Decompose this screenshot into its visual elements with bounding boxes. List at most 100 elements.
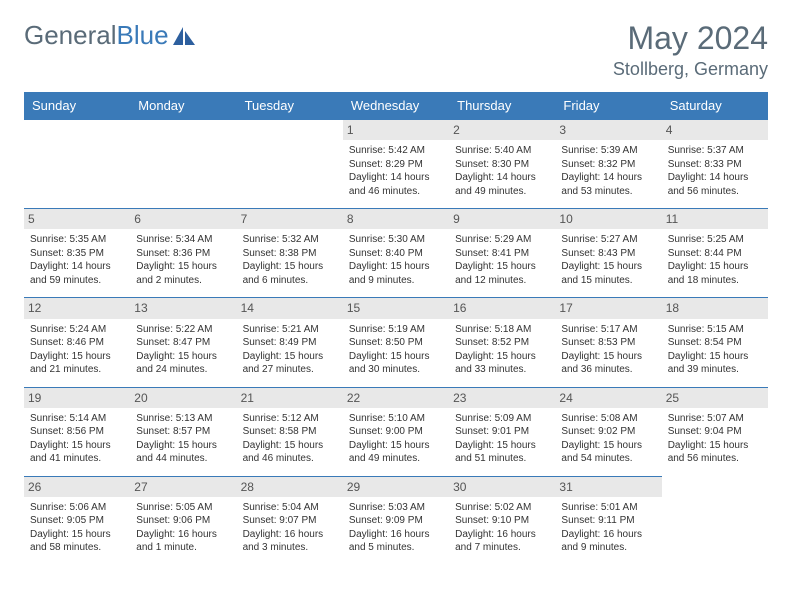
sunrise-text: Sunrise: 5:10 AM — [349, 412, 443, 426]
sunset-text: Sunset: 9:00 PM — [349, 425, 443, 439]
day-number: 24 — [555, 388, 661, 408]
sunrise-text: Sunrise: 5:13 AM — [136, 412, 230, 426]
day-number: 11 — [662, 209, 768, 229]
day-cell: 11 Sunrise: 5:25 AMSunset: 8:44 PMDayligh… — [662, 209, 768, 298]
sunset-text: Sunset: 8:30 PM — [455, 158, 549, 172]
day-number: 12 — [24, 298, 130, 318]
day-number: 8 — [343, 209, 449, 229]
sunrise-text: Sunrise: 5:30 AM — [349, 233, 443, 247]
logo: GeneralBlue — [24, 20, 195, 51]
day-cell: 24Sunrise: 5:08 AMSunset: 9:02 PMDayligh… — [555, 387, 661, 476]
sunrise-text: Sunrise: 5:25 AM — [668, 233, 762, 247]
day-cell: 9Sunrise: 5:29 AMSunset: 8:41 PMDaylight… — [449, 209, 555, 298]
day-cell: 23Sunrise: 5:09 AMSunset: 9:01 PMDayligh… — [449, 387, 555, 476]
day-number: 30 — [449, 477, 555, 497]
week-row: 1Sunrise: 5:42 AMSunset: 8:29 PMDaylight… — [24, 120, 768, 209]
day-number: 9 — [449, 209, 555, 229]
sunset-text: Sunset: 8:44 PM — [668, 247, 762, 261]
day-number: 31 — [555, 477, 661, 497]
sunrise-text: Sunrise: 5:42 AM — [349, 144, 443, 158]
day-cell: 3Sunrise: 5:39 AMSunset: 8:32 PMDaylight… — [555, 120, 661, 209]
sunrise-text: Sunrise: 5:24 AM — [30, 323, 124, 337]
sunset-text: Sunset: 8:47 PM — [136, 336, 230, 350]
day-cell: 5Sunrise: 5:35 AMSunset: 8:35 PMDaylight… — [24, 209, 130, 298]
location: Stollberg, Germany — [613, 59, 768, 80]
sunset-text: Sunset: 8:41 PM — [455, 247, 549, 261]
sunset-text: Sunset: 8:56 PM — [30, 425, 124, 439]
calendar-table: SundayMondayTuesdayWednesdayThursdayFrid… — [24, 92, 768, 565]
daylight-text: Daylight: 15 hours and 9 minutes. — [349, 260, 443, 287]
daylight-text: Daylight: 16 hours and 7 minutes. — [455, 528, 549, 555]
week-row: 19Sunrise: 5:14 AMSunset: 8:56 PMDayligh… — [24, 387, 768, 476]
daylight-text: Daylight: 16 hours and 9 minutes. — [561, 528, 655, 555]
sunrise-text: Sunrise: 5:19 AM — [349, 323, 443, 337]
day-header-monday: Monday — [130, 92, 236, 120]
daylight-text: Daylight: 15 hours and 21 minutes. — [30, 350, 124, 377]
daylight-text: Daylight: 14 hours and 49 minutes. — [455, 171, 549, 198]
sunrise-text: Sunrise: 5:03 AM — [349, 501, 443, 515]
day-header-row: SundayMondayTuesdayWednesdayThursdayFrid… — [24, 92, 768, 120]
empty-cell — [130, 120, 236, 209]
daylight-text: Daylight: 15 hours and 51 minutes. — [455, 439, 549, 466]
day-number: 19 — [24, 388, 130, 408]
day-cell: 22Sunrise: 5:10 AMSunset: 9:00 PMDayligh… — [343, 387, 449, 476]
day-cell: 25Sunrise: 5:07 AMSunset: 9:04 PMDayligh… — [662, 387, 768, 476]
sunset-text: Sunset: 8:46 PM — [30, 336, 124, 350]
sunrise-text: Sunrise: 5:34 AM — [136, 233, 230, 247]
daylight-text: Daylight: 15 hours and 18 minutes. — [668, 260, 762, 287]
logo-text-general: General — [24, 20, 117, 50]
day-number: 7 — [237, 209, 343, 229]
day-number: 15 — [343, 298, 449, 318]
day-cell: 6Sunrise: 5:34 AMSunset: 8:36 PMDaylight… — [130, 209, 236, 298]
sunrise-text: Sunrise: 5:02 AM — [455, 501, 549, 515]
daylight-text: Daylight: 14 hours and 59 minutes. — [30, 260, 124, 287]
day-header-saturday: Saturday — [662, 92, 768, 120]
day-number: 20 — [130, 388, 236, 408]
daylight-text: Daylight: 15 hours and 30 minutes. — [349, 350, 443, 377]
sunset-text: Sunset: 9:07 PM — [243, 514, 337, 528]
day-cell: 15Sunrise: 5:19 AMSunset: 8:50 PMDayligh… — [343, 298, 449, 387]
day-cell: 18Sunrise: 5:15 AMSunset: 8:54 PMDayligh… — [662, 298, 768, 387]
sunrise-text: Sunrise: 5:27 AM — [561, 233, 655, 247]
week-row: 5Sunrise: 5:35 AMSunset: 8:35 PMDaylight… — [24, 209, 768, 298]
sunrise-text: Sunrise: 5:07 AM — [668, 412, 762, 426]
day-number: 4 — [662, 120, 768, 140]
day-cell: 21Sunrise: 5:12 AMSunset: 8:58 PMDayligh… — [237, 387, 343, 476]
day-number: 14 — [237, 298, 343, 318]
daylight-text: Daylight: 15 hours and 46 minutes. — [243, 439, 337, 466]
sunrise-text: Sunrise: 5:35 AM — [30, 233, 124, 247]
day-number: 25 — [662, 388, 768, 408]
daylight-text: Daylight: 14 hours and 56 minutes. — [668, 171, 762, 198]
day-number: 29 — [343, 477, 449, 497]
day-cell: 16Sunrise: 5:18 AMSunset: 8:52 PMDayligh… — [449, 298, 555, 387]
day-header-friday: Friday — [555, 92, 661, 120]
sunrise-text: Sunrise: 5:06 AM — [30, 501, 124, 515]
day-header-tuesday: Tuesday — [237, 92, 343, 120]
day-cell: 27Sunrise: 5:05 AMSunset: 9:06 PMDayligh… — [130, 476, 236, 565]
day-number: 23 — [449, 388, 555, 408]
daylight-text: Daylight: 15 hours and 41 minutes. — [30, 439, 124, 466]
day-number: 2 — [449, 120, 555, 140]
sunset-text: Sunset: 8:58 PM — [243, 425, 337, 439]
sunrise-text: Sunrise: 5:29 AM — [455, 233, 549, 247]
daylight-text: Daylight: 16 hours and 5 minutes. — [349, 528, 443, 555]
day-cell: 14Sunrise: 5:21 AMSunset: 8:49 PMDayligh… — [237, 298, 343, 387]
day-header-sunday: Sunday — [24, 92, 130, 120]
day-cell: 1Sunrise: 5:42 AMSunset: 8:29 PMDaylight… — [343, 120, 449, 209]
daylight-text: Daylight: 15 hours and 58 minutes. — [30, 528, 124, 555]
sunset-text: Sunset: 8:36 PM — [136, 247, 230, 261]
day-number: 18 — [662, 298, 768, 318]
empty-cell — [662, 476, 768, 565]
day-number: 5 — [24, 209, 130, 229]
day-cell: 7Sunrise: 5:32 AMSunset: 8:38 PMDaylight… — [237, 209, 343, 298]
daylight-text: Daylight: 15 hours and 24 minutes. — [136, 350, 230, 377]
sunset-text: Sunset: 8:54 PM — [668, 336, 762, 350]
day-number: 16 — [449, 298, 555, 318]
sunrise-text: Sunrise: 5:14 AM — [30, 412, 124, 426]
day-number: 28 — [237, 477, 343, 497]
sunset-text: Sunset: 9:06 PM — [136, 514, 230, 528]
header: GeneralBlue May 2024 Stollberg, Germany — [24, 20, 768, 80]
daylight-text: Daylight: 16 hours and 3 minutes. — [243, 528, 337, 555]
day-cell: 10Sunrise: 5:27 AMSunset: 8:43 PMDayligh… — [555, 209, 661, 298]
day-number: 3 — [555, 120, 661, 140]
